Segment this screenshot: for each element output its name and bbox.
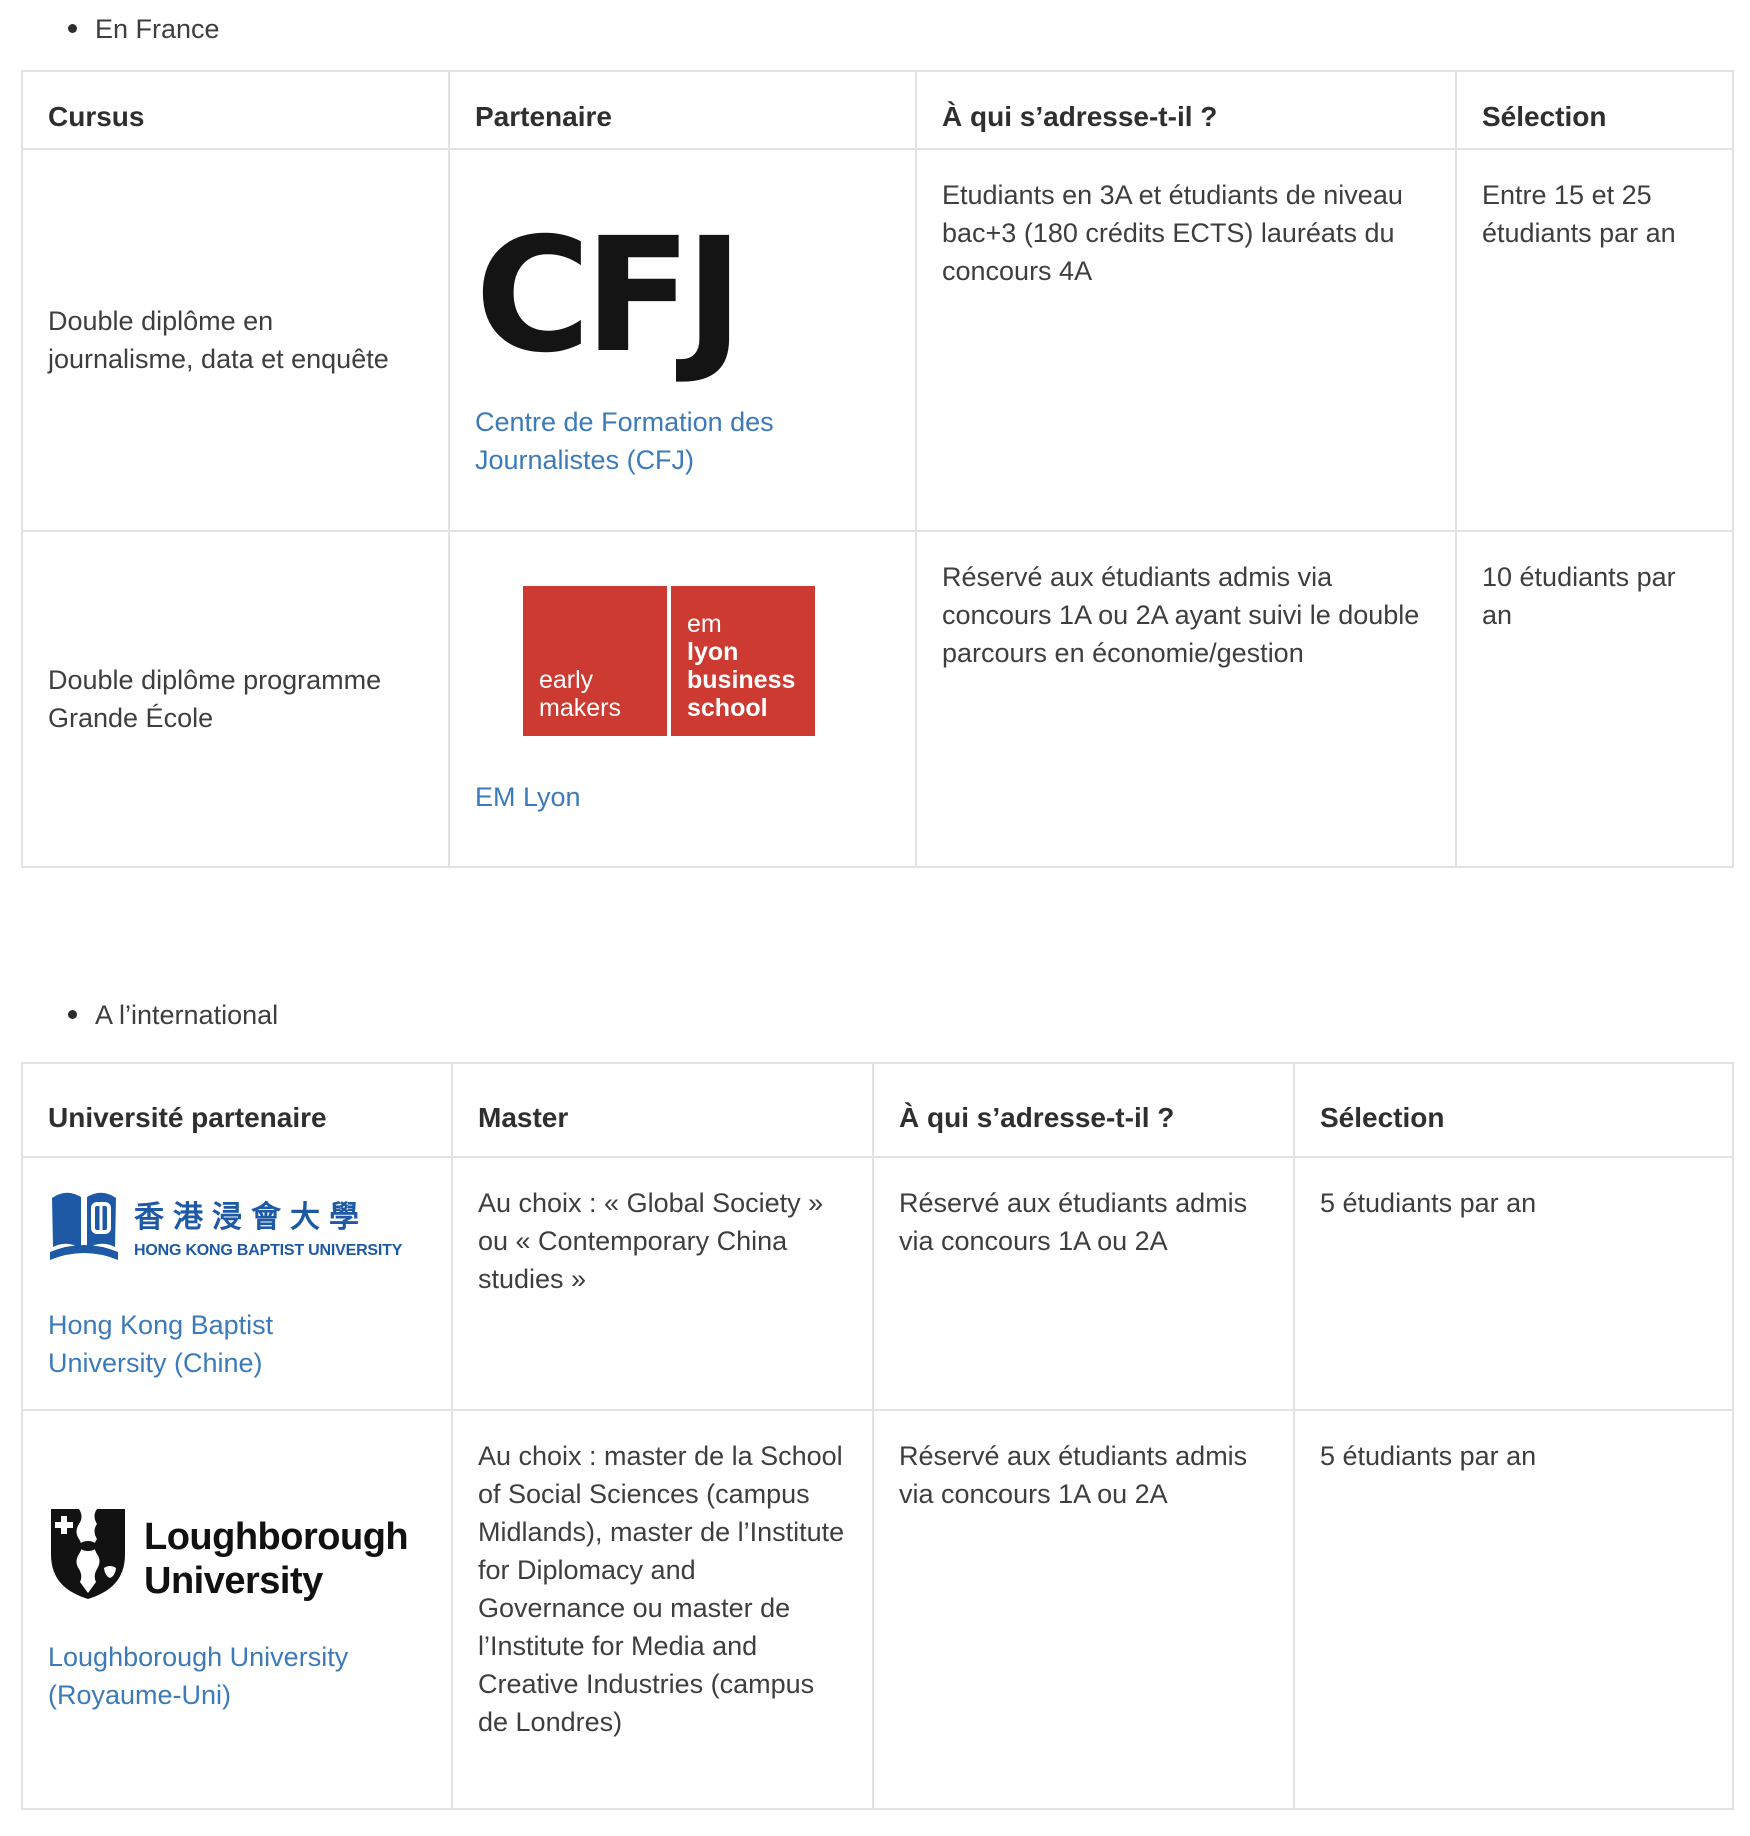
table-row-loughborough: Loughborough University Loughborough Uni… [21,1409,1734,1810]
loughborough-wordmark: Loughborough University [144,1515,409,1603]
header-selection-intl: Sélection [1293,1062,1734,1158]
hkbu-english-name: HONG KONG BAPTIST UNIVERSITY [134,1241,403,1259]
table-france: Cursus Partenaire À qui s’adresse-t-il ?… [21,70,1734,868]
cell-audience-loughborough: Réservé aux étudiants admis via concours… [872,1409,1295,1810]
cell-university-loughborough: Loughborough University Loughborough Uni… [21,1409,453,1810]
bullet-international: A l’international [0,986,1750,1034]
emlyon-link[interactable]: EM Lyon [475,782,581,812]
table-row-emlyon: Double diplôme programme Grande École ea… [21,530,1734,868]
cell-selection-emlyon: 10 étudiants par an [1455,530,1734,868]
header-selection: Sélection [1455,70,1734,150]
bullet-en-france-label: En France [95,14,220,44]
cfj-link[interactable]: Centre de Formation des Journalistes (CF… [475,406,774,475]
cell-cursus-emlyon: Double diplôme programme Grande École [21,530,450,868]
emlyon-logo-right-panel: em lyon business school [671,586,815,736]
table-france-header-row: Cursus Partenaire À qui s’adresse-t-il ?… [21,70,1734,150]
table-international: Université partenaire Master À qui s’adr… [21,1062,1734,1810]
cell-audience-hkbu: Réservé aux étudiants admis via concours… [872,1156,1295,1411]
loughborough-logo: Loughborough University [48,1506,426,1612]
loughborough-wordmark-line1: Loughborough [144,1515,409,1558]
hkbu-link[interactable]: Hong Kong Baptist University (Chine) [48,1309,274,1378]
emlyon-makers: makers [539,694,621,722]
emlyon-em: em [687,610,722,638]
cell-selection-cfj: Entre 15 et 25 étudiants par an [1455,148,1734,532]
header-cursus: Cursus [21,70,450,150]
header-audience: À qui s’adresse-t-il ? [915,70,1457,150]
emlyon-logo: early makers em lyon business school [523,586,815,736]
emlyon-early: early [539,666,594,694]
section-spacer [0,868,1750,986]
emlyon-school: school [687,694,768,722]
loughborough-wordmark-line2: University [144,1559,323,1602]
header-master: Master [451,1062,874,1158]
cell-audience-emlyon: Réservé aux étudiants admis via concours… [915,530,1457,868]
cell-audience-cfj: Etudiants en 3A et étudiants de niveau b… [915,148,1457,532]
header-partenaire: Partenaire [448,70,917,150]
emlyon-business: business [687,666,796,694]
table-international-header-row: Université partenaire Master À qui s’adr… [21,1062,1734,1158]
hkbu-book-icon [48,1186,120,1276]
header-universite: Université partenaire [21,1062,453,1158]
cell-master-loughborough: Au choix : master de la School of Social… [451,1409,874,1810]
cfj-logo: CFJ [475,203,744,388]
loughborough-link[interactable]: Loughborough University (Royaume-Uni) [48,1641,349,1710]
cell-university-hkbu: 香港浸會大學 HONG KONG BAPTIST UNIVERSITY Hong… [21,1156,453,1411]
hkbu-logo: 香港浸會大學 HONG KONG BAPTIST UNIVERSITY [48,1186,426,1276]
bullet-international-label: A l’international [95,1000,279,1030]
bullet-en-france: En France [0,0,1750,48]
cell-master-hkbu: Au choix : « Global Society » ou « Conte… [451,1156,874,1411]
cell-selection-loughborough: 5 étudiants par an [1293,1409,1734,1810]
table-row-hkbu: 香港浸會大學 HONG KONG BAPTIST UNIVERSITY Hong… [21,1156,1734,1411]
cell-partenaire-cfj: CFJ Centre de Formation des Journalistes… [448,148,917,532]
hkbu-logo-text: 香港浸會大學 HONG KONG BAPTIST UNIVERSITY [134,1201,402,1261]
emlyon-logo-left-panel: early makers [523,586,667,736]
cell-cursus-cfj: Double diplôme en journalisme, data et e… [21,148,450,532]
hkbu-chinese-name: 香港浸會大學 [134,1200,368,1234]
loughborough-shield-icon [48,1506,128,1612]
header-audience-intl: À qui s’adresse-t-il ? [872,1062,1295,1158]
table-row-cfj: Double diplôme en journalisme, data et e… [21,148,1734,532]
bullet-dot [68,24,77,33]
cell-selection-hkbu: 5 étudiants par an [1293,1156,1734,1411]
bullet-dot [68,1010,77,1019]
cell-partenaire-emlyon: early makers em lyon business school EM … [448,530,917,868]
emlyon-lyon: lyon [687,638,739,666]
